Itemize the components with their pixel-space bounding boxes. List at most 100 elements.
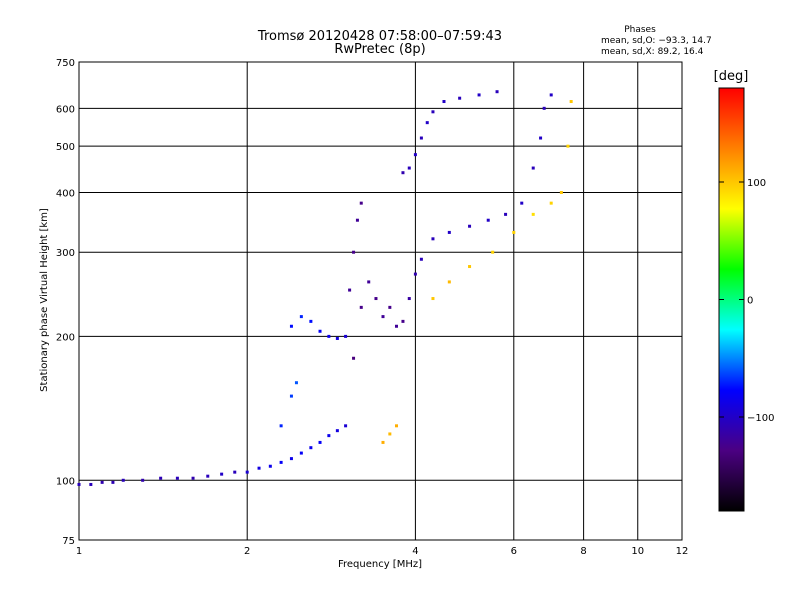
colorbar-ticks: −100 0 100 (719, 178, 774, 424)
data-point (309, 319, 313, 323)
data-point (294, 381, 298, 385)
data-point (175, 476, 179, 480)
data-point (431, 110, 435, 114)
data-point (220, 472, 224, 476)
x-tick-label: 1 (76, 546, 82, 557)
phases-line-o: mean, sd,O: −93.3, 14.7 (601, 36, 712, 46)
data-point (491, 250, 495, 254)
phases-line-x: mean, sd,X: 89.2, 16.4 (601, 47, 704, 57)
x-tick-label: 2 (244, 546, 250, 557)
data-point (89, 482, 93, 486)
data-point (191, 476, 195, 480)
x-tick-label: 4 (412, 546, 418, 557)
colorbar-tick-label: −100 (747, 413, 774, 424)
y-tick-labels: 75 100 200 300 400 500 600 750 (56, 58, 75, 547)
data-point (401, 319, 405, 323)
data-point (425, 121, 429, 125)
data-point (407, 297, 411, 301)
data-point (289, 324, 293, 328)
data-point (289, 457, 293, 461)
data-point (159, 476, 163, 480)
x-tick-label: 6 (511, 546, 517, 557)
data-point (233, 470, 237, 474)
data-point (394, 324, 398, 328)
data-point (318, 440, 322, 444)
data-point (335, 336, 339, 340)
data-point (512, 230, 516, 234)
x-tick-labels: 1 2 4 6 8 10 12 (76, 546, 689, 557)
data-point (352, 356, 356, 360)
data-point (431, 297, 435, 301)
data-point (468, 224, 472, 228)
y-tick-label: 200 (56, 332, 75, 343)
data-point (447, 280, 451, 284)
data-point (549, 93, 553, 97)
data-point (477, 93, 481, 97)
colorbar-label: [deg] (714, 69, 749, 84)
data-point (569, 100, 573, 104)
y-tick-label: 100 (56, 476, 75, 487)
data-point (486, 218, 490, 222)
data-point (268, 464, 272, 468)
data-point (566, 144, 570, 148)
data-point (504, 212, 508, 216)
data-point (335, 429, 339, 433)
data-point (413, 272, 417, 276)
data-point (279, 424, 283, 428)
data-point (381, 315, 385, 319)
data-point (539, 136, 543, 140)
data-point (77, 482, 81, 486)
data-point (121, 478, 125, 482)
chart-title: Tromsø 20120428 07:58:00–07:59:43 (257, 29, 502, 44)
data-point (279, 460, 283, 464)
data-point (419, 136, 423, 140)
data-point (344, 424, 348, 428)
data-point (531, 166, 535, 170)
data-point (401, 171, 405, 175)
y-tick-label: 600 (56, 104, 75, 115)
data-point (407, 166, 411, 170)
data-point (327, 334, 331, 338)
colorbar-tick-label: 0 (747, 296, 753, 307)
x-tick-label: 8 (580, 546, 586, 557)
y-tick-label: 300 (56, 248, 75, 259)
data-point (442, 100, 446, 104)
data-point (374, 297, 378, 301)
data-point (419, 257, 423, 261)
data-point (100, 480, 104, 484)
data-point (431, 237, 435, 241)
data-point (458, 96, 462, 100)
data-point (359, 305, 363, 309)
data-point (111, 480, 115, 484)
data-point (289, 394, 293, 398)
data-point (348, 288, 352, 292)
data-points (77, 90, 573, 486)
data-point (495, 90, 499, 94)
chart-subtitle: RwPretec (8p) (334, 42, 425, 57)
data-point (309, 446, 313, 450)
data-point (531, 212, 535, 216)
data-point (352, 250, 356, 254)
data-point (141, 478, 145, 482)
data-point (394, 424, 398, 428)
data-point (359, 201, 363, 205)
y-axis-label: Stationary phase Virtual Height [km] (39, 208, 50, 392)
data-point (367, 280, 371, 284)
y-tick-label: 750 (56, 58, 75, 69)
data-point (542, 106, 546, 110)
data-point (447, 230, 451, 234)
x-axis-label: Frequency [MHz] (338, 559, 422, 570)
data-point (355, 218, 359, 222)
x-tick-label: 12 (676, 546, 689, 557)
data-point (468, 265, 472, 269)
y-tick-label: 400 (56, 188, 75, 199)
data-point (257, 466, 261, 470)
grid-lines (79, 62, 682, 540)
data-point (413, 153, 417, 157)
x-tick-label: 10 (631, 546, 644, 557)
data-point (388, 305, 392, 309)
data-point (520, 201, 524, 205)
data-point (388, 432, 392, 436)
data-point (206, 474, 210, 478)
